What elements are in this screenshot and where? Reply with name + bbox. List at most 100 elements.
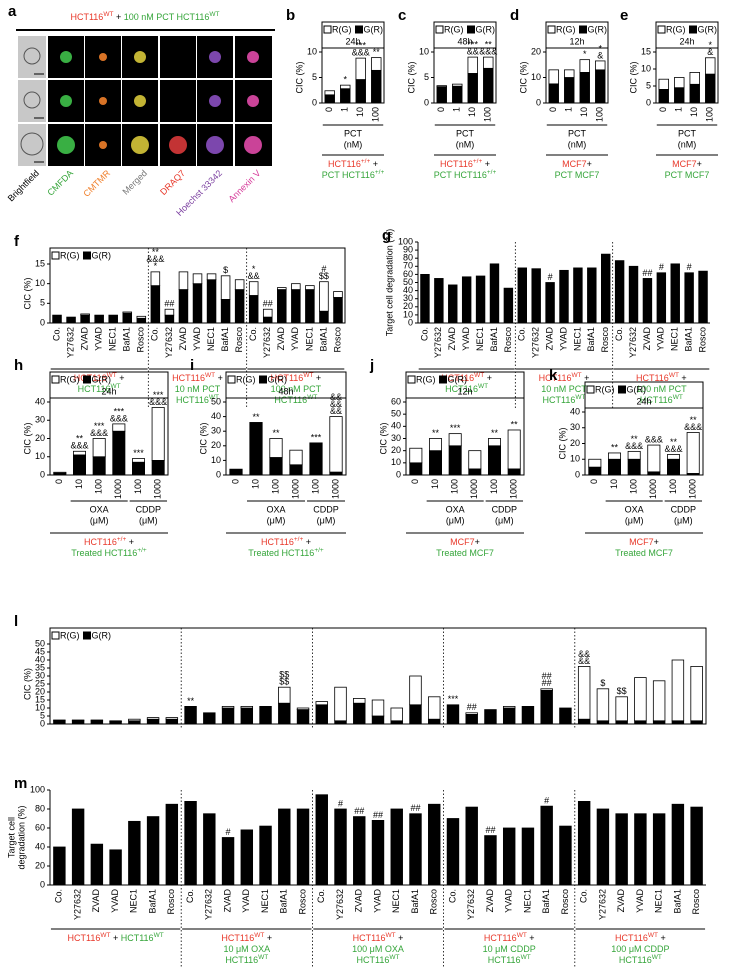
- label-segment: +/+: [375, 169, 385, 176]
- x-tick-label: Y27632: [335, 889, 345, 920]
- label-segment: 10 nM PCT: [541, 384, 587, 394]
- legend-label: R(G): [60, 630, 80, 640]
- bar: [90, 843, 104, 886]
- group-label: (μM): [446, 515, 465, 525]
- significance-label: &&&: [352, 47, 370, 57]
- y-tick-label: 40: [35, 654, 45, 664]
- bar: [461, 276, 472, 324]
- x-tick-label: Co.: [447, 889, 457, 903]
- label-segment: HCT116: [67, 933, 100, 943]
- group-label: (nM): [678, 139, 697, 149]
- panel-letter: c: [398, 7, 406, 24]
- bar: [240, 829, 254, 886]
- bar-segment: [615, 696, 628, 722]
- legend-label: R(G): [60, 250, 80, 260]
- label-segment: +/+: [117, 536, 127, 543]
- group-footer: HCT116WT +: [353, 932, 404, 943]
- significance-label: #: [321, 264, 326, 274]
- bar-segment: [579, 59, 590, 73]
- significance-label: $: [223, 265, 228, 275]
- label-segment: WT: [111, 383, 121, 390]
- bar-segment: [577, 718, 591, 725]
- y-tick-label: 10: [419, 46, 429, 56]
- cell-stain: [99, 97, 107, 105]
- x-tick-label: 1: [452, 107, 462, 112]
- bar-segment: [429, 450, 442, 476]
- x-tick-label: Rosco: [297, 889, 307, 915]
- y-tick-label: 80: [403, 253, 413, 263]
- x-tick-label: 0: [410, 479, 420, 484]
- bar: [390, 808, 403, 886]
- y-tick-label: 0: [536, 97, 541, 107]
- y-tick-label: 20: [35, 686, 45, 696]
- chart-title: 12h: [569, 36, 584, 46]
- y-axis-label: CIC (%): [22, 278, 32, 310]
- legend-label: R(G): [416, 374, 436, 384]
- chart-footer: Treated MCF7: [615, 548, 673, 558]
- x-tick-label: 0: [548, 107, 558, 112]
- bar: [484, 835, 497, 886]
- legend-swatch: [547, 25, 556, 34]
- significance-label: &&: [248, 271, 260, 281]
- bar-segment: [409, 447, 423, 464]
- bar-segment: [109, 720, 122, 722]
- label-segment: +: [396, 933, 404, 943]
- bar-segment: [94, 315, 104, 324]
- panel-letter: d: [510, 7, 519, 24]
- label-segment: +/+: [314, 547, 324, 554]
- label-segment: HCT116: [84, 537, 117, 547]
- panel-letter: i: [190, 357, 194, 374]
- label-segment: +: [215, 373, 223, 383]
- significance-label: **: [611, 442, 619, 452]
- label-segment: +: [475, 537, 480, 547]
- significance-label: **: [631, 434, 639, 444]
- x-tick-label: Co.: [185, 889, 195, 903]
- bar-segment: [705, 73, 716, 104]
- bar-segment: [484, 709, 497, 725]
- significance-label: **: [485, 39, 493, 49]
- significance-label: ##: [542, 671, 552, 681]
- significance-label: *: [343, 75, 347, 85]
- x-tick-label: 1: [564, 107, 574, 112]
- bar-segment: [192, 283, 203, 324]
- cell-stain: [247, 51, 259, 63]
- bar-segment: [674, 77, 685, 89]
- bar-segment: [502, 707, 516, 725]
- significance-label: **: [152, 247, 160, 257]
- label-segment: HCT116: [539, 373, 572, 383]
- chart-footer: HCT116+/+ +: [261, 536, 311, 547]
- channel-label: CMFDA: [45, 168, 75, 198]
- bar: [577, 801, 591, 886]
- x-tick-label: ZVAD: [544, 327, 554, 351]
- bar-segment: [371, 69, 382, 104]
- chart-title: 48h: [278, 386, 293, 396]
- x-tick-label: YVAD: [461, 327, 471, 351]
- label-segment: WT: [258, 954, 268, 961]
- group-label: (nM): [456, 139, 475, 149]
- bar-segment: [686, 432, 700, 474]
- cell-stain: [209, 51, 221, 63]
- x-tick-label: Y27632: [72, 889, 82, 920]
- label-segment: HCT116: [615, 933, 648, 943]
- bar-segment: [333, 297, 343, 324]
- panel-letter: b: [286, 7, 295, 24]
- y-axis-label: degradation (%): [16, 805, 26, 869]
- significance-label: ***: [94, 421, 105, 431]
- bar-segment: [564, 69, 575, 78]
- y-tick-label: 30: [35, 670, 45, 680]
- bar-segment: [608, 452, 621, 460]
- channel-label: Annexin V: [227, 168, 263, 204]
- y-tick-label: 5: [312, 72, 317, 82]
- x-tick-label: Rosco: [691, 889, 701, 915]
- y-tick-label: 20: [391, 445, 401, 455]
- channel-label: Brightfield: [6, 168, 41, 203]
- x-tick-label: Rosco: [429, 889, 439, 915]
- bar-segment: [488, 445, 501, 476]
- y-tick-label: 100: [398, 236, 413, 246]
- x-tick-label: Co.: [419, 327, 429, 341]
- bar: [531, 268, 541, 324]
- significance-label: **: [187, 696, 195, 706]
- bar-segment: [467, 56, 478, 74]
- bar-segment: [334, 720, 347, 725]
- bar: [587, 267, 597, 324]
